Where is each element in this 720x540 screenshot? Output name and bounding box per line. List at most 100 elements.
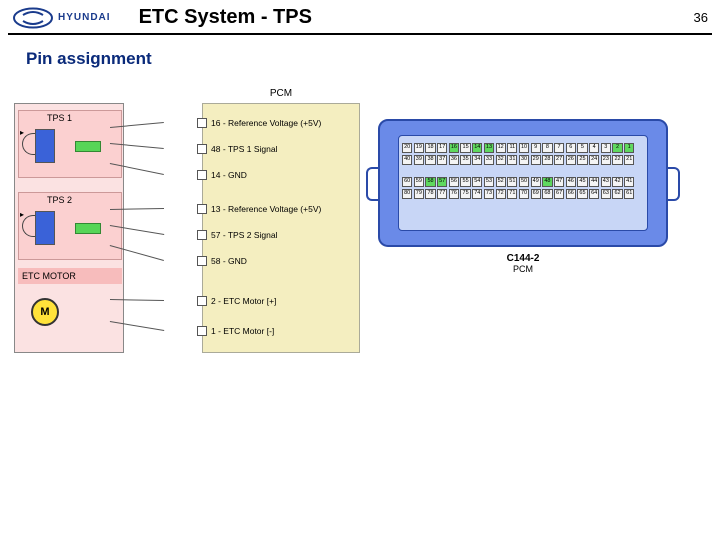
pin-box-icon [197, 118, 207, 128]
connector-pin-cell: 74 [472, 189, 482, 199]
connector-pin-cell: 77 [437, 189, 447, 199]
tps2-block: TPS 2 ▸ [18, 192, 122, 260]
connector-pin-cell: 41 [624, 177, 634, 187]
section-subtitle: Pin assignment [0, 39, 720, 75]
brand-logo: HYUNDAI [12, 7, 111, 29]
page-title: ETC System - TPS [139, 6, 312, 29]
connector-pin-cell: 35 [460, 155, 470, 165]
connector-pin-cell: 70 [519, 189, 529, 199]
header-rule [8, 33, 712, 35]
pin-box-icon [197, 256, 207, 266]
connector-pin-cell: 56 [449, 177, 459, 187]
brand-name: HYUNDAI [58, 12, 111, 23]
connector-pin-cell: 63 [601, 189, 611, 199]
hyundai-logo-icon [12, 7, 54, 29]
header: HYUNDAI ETC System - TPS 36 [0, 0, 720, 33]
connector-pin-cell: 31 [507, 155, 517, 165]
connector-pin-row: 6059585756555453525150494847464544434241 [402, 177, 634, 187]
connector-pin-cell: 75 [460, 189, 470, 199]
etc-module-block: TPS 1 ▸ TPS 2 ▸ ETC MOTOR M [14, 103, 124, 353]
pcm-pin-row: 14 - GND [197, 170, 247, 180]
tps1-block: TPS 1 ▸ [18, 110, 122, 178]
pin-box-icon [197, 230, 207, 240]
pin-box-icon [197, 296, 207, 306]
connector-pin-cell: 23 [601, 155, 611, 165]
connector-pin-cell: 80 [402, 189, 412, 199]
pin-box-icon [197, 326, 207, 336]
connector-pin-row: 2019181716151413121110987654321 [402, 143, 634, 153]
connector-pin-cell: 46 [566, 177, 576, 187]
connector-pin-cell: 25 [577, 155, 587, 165]
connector-pin-cell: 50 [519, 177, 529, 187]
connector-pin-cell: 30 [519, 155, 529, 165]
connector-pin-cell: 16 [449, 143, 459, 153]
connector-pin-cell: 47 [554, 177, 564, 187]
tps2-arrow-icon: ▸ [20, 210, 24, 219]
tps1-potentiometer [35, 129, 55, 163]
connector-pin-cell: 38 [425, 155, 435, 165]
pin-box-icon [197, 170, 207, 180]
tps1-resistor [75, 141, 101, 152]
connector-pin-cell: 48 [542, 177, 552, 187]
connector-pin-cell: 17 [437, 143, 447, 153]
pcm-pin-row: 58 - GND [197, 256, 247, 266]
connector-pin-cell: 55 [460, 177, 470, 187]
pcm-block: PCM 16 - Reference Voltage (+5V)48 - TPS… [202, 103, 360, 353]
connector-pin-cell: 32 [496, 155, 506, 165]
pin-box-icon [197, 144, 207, 154]
connector-pin-cell: 36 [449, 155, 459, 165]
tps2-potentiometer [35, 211, 55, 245]
connector-pin-cell: 11 [507, 143, 517, 153]
page-number: 36 [694, 10, 708, 25]
connector-pin-cell: 9 [531, 143, 541, 153]
connector-pin-cell: 78 [425, 189, 435, 199]
pcm-pin-row: 1 - ETC Motor [-] [197, 326, 274, 336]
connector-pin-cell: 18 [425, 143, 435, 153]
connector-pin-cell: 61 [624, 189, 634, 199]
connector-pin-cell: 49 [531, 177, 541, 187]
pcm-pin-row: 2 - ETC Motor [+] [197, 296, 276, 306]
connector-pin-cell: 73 [484, 189, 494, 199]
connector-pin-cell: 79 [414, 189, 424, 199]
connector-pin-cell: 24 [589, 155, 599, 165]
pin-box-icon [197, 204, 207, 214]
connector-pin-cell: 33 [484, 155, 494, 165]
connector-pin-cell: 20 [402, 143, 412, 153]
connector-pin-cell: 72 [496, 189, 506, 199]
connector-pin-cell: 1 [624, 143, 634, 153]
motor-icon: M [31, 298, 59, 326]
pcm-pin-row: 13 - Reference Voltage (+5V) [197, 204, 321, 214]
connector-caption: C144-2 [378, 253, 668, 264]
connector-pin-cell: 8 [542, 143, 552, 153]
connector-pin-cell: 13 [484, 143, 494, 153]
connector-pin-cell: 53 [484, 177, 494, 187]
connector-pin-cell: 67 [554, 189, 564, 199]
connector-pin-cell: 62 [612, 189, 622, 199]
connector-pin-cell: 2 [612, 143, 622, 153]
connector-pin-cell: 42 [612, 177, 622, 187]
connector-pin-cell: 52 [496, 177, 506, 187]
pin-label: 16 - Reference Voltage (+5V) [211, 118, 321, 128]
pin-label: 48 - TPS 1 Signal [211, 144, 277, 154]
pcm-pin-row: 48 - TPS 1 Signal [197, 144, 277, 154]
etc-motor-label-row: ETC MOTOR [18, 268, 122, 284]
pin-label: 57 - TPS 2 Signal [211, 230, 277, 240]
connector-pin-cell: 68 [542, 189, 552, 199]
connector-pin-cell: 60 [402, 177, 412, 187]
connector-pin-cell: 3 [601, 143, 611, 153]
connector-pin-cell: 51 [507, 177, 517, 187]
connector-pin-cell: 64 [589, 189, 599, 199]
connector-body: 2019181716151413121110987654321403938373… [378, 119, 668, 247]
connector-pin-cell: 27 [554, 155, 564, 165]
connector-pin-cell: 43 [601, 177, 611, 187]
connector-pin-cell: 10 [519, 143, 529, 153]
connector-pin-cell: 37 [437, 155, 447, 165]
connector-pin-cell: 58 [425, 177, 435, 187]
connector-pin-cell: 15 [460, 143, 470, 153]
pin-label: 2 - ETC Motor [+] [211, 296, 276, 306]
pin-label: 1 - ETC Motor [-] [211, 326, 274, 336]
connector-pin-cell: 65 [577, 189, 587, 199]
tps1-arrow-icon: ▸ [20, 128, 24, 137]
connector-pin-cell: 6 [566, 143, 576, 153]
tps2-resistor [75, 223, 101, 234]
